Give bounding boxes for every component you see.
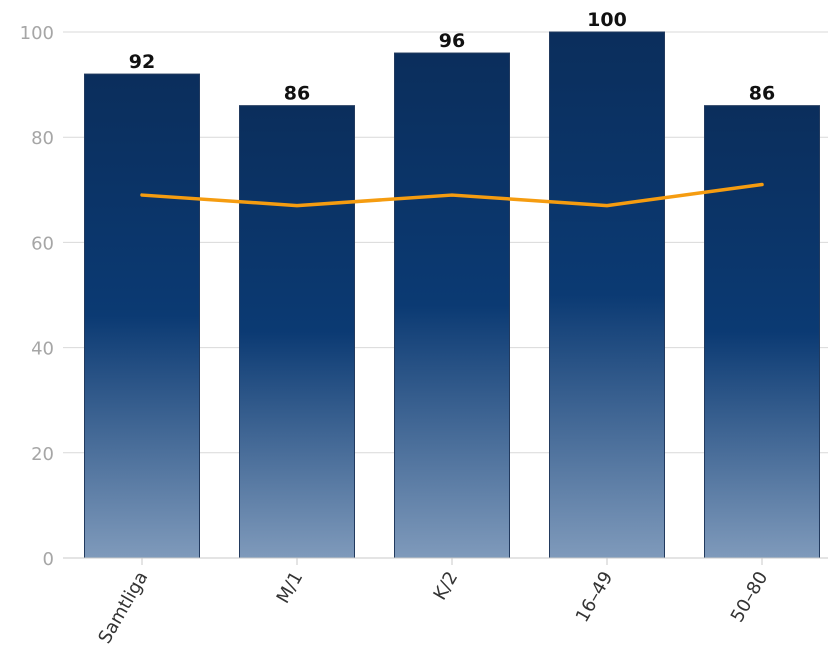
x-tick-label: 16–49: [572, 568, 618, 626]
bar-data-label: 100: [587, 9, 627, 31]
bar-data-label: 92: [129, 51, 155, 73]
x-tick-label: K/2: [429, 568, 462, 604]
bar-data-label: 96: [439, 30, 465, 52]
line-series: [140, 182, 764, 208]
x-tick-label: M/1: [273, 568, 308, 607]
bar: [84, 73, 200, 559]
y-tick-label: 80: [31, 128, 54, 149]
bar: [704, 105, 820, 559]
y-tick-label: 0: [43, 549, 54, 570]
x-axis-ticks: Samtliga M/1 K/2 16–49 50–80: [94, 568, 772, 647]
bar-data-label: 86: [284, 83, 310, 105]
y-tick-label: 60: [31, 233, 54, 254]
x-axis: [63, 557, 828, 565]
y-tick-label: 100: [20, 23, 54, 44]
data-labels: 92 86 96 100 86: [129, 9, 775, 105]
bar: [394, 52, 510, 559]
x-tick-label: 50–80: [727, 568, 773, 626]
x-tick-label: Samtliga: [94, 568, 152, 647]
bar-data-label: 86: [749, 83, 775, 105]
average-line: [140, 182, 764, 208]
y-tick-label: 40: [31, 339, 54, 360]
bar: [549, 31, 665, 559]
y-axis-ticks: 0 20 40 60 80 100: [20, 23, 54, 570]
bars: [84, 31, 820, 559]
bar: [239, 105, 355, 559]
y-tick-label: 20: [31, 444, 54, 465]
